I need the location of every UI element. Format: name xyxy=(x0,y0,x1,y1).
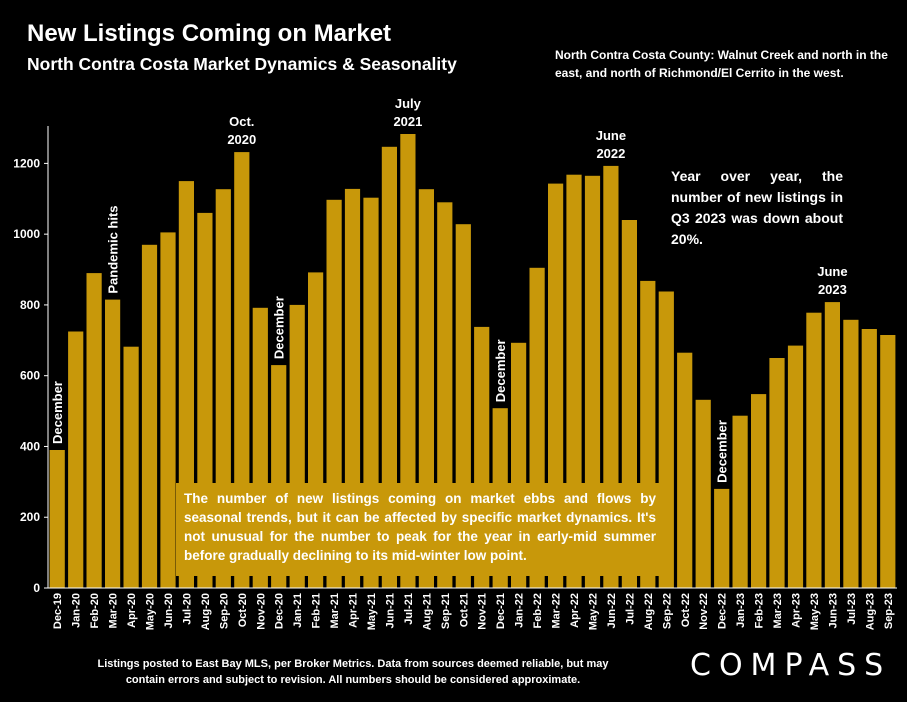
bar xyxy=(769,358,785,588)
x-tick-label: Apr-20 xyxy=(126,593,138,628)
annotation-label: Oct. xyxy=(229,114,254,129)
x-tick-label: Sep-21 xyxy=(440,593,452,629)
x-tick-label: Dec-21 xyxy=(495,593,507,629)
annotation-label: June xyxy=(596,128,626,143)
bar xyxy=(381,146,397,589)
x-tick-label: Apr-22 xyxy=(569,593,581,628)
bar xyxy=(732,415,748,588)
bar xyxy=(751,394,767,588)
bar xyxy=(714,488,730,588)
bar xyxy=(68,331,84,588)
x-tick-label: Nov-21 xyxy=(477,593,489,630)
x-tick-label: Sep-23 xyxy=(883,593,895,629)
annotation-label: 2023 xyxy=(818,282,847,297)
bar xyxy=(123,346,139,588)
x-tick-label: Nov-22 xyxy=(698,593,710,630)
x-tick-label: Jun-21 xyxy=(384,593,396,628)
bar xyxy=(105,299,121,588)
bar xyxy=(695,399,711,588)
x-tick-label: Mar-20 xyxy=(108,593,120,628)
annotation-label: December xyxy=(272,296,287,359)
y-tick-label: 1200 xyxy=(13,156,40,170)
x-tick-label: Aug-23 xyxy=(864,593,876,630)
x-tick-label: Sep-22 xyxy=(661,593,673,629)
x-tick-label: Feb-22 xyxy=(532,593,544,628)
x-tick-label: Feb-21 xyxy=(311,593,323,628)
x-tick-label: Jun-22 xyxy=(606,593,618,628)
x-tick-label: Dec-19 xyxy=(52,593,64,629)
annotation-label: December xyxy=(715,420,730,483)
x-tick-label: Dec-20 xyxy=(274,593,286,629)
bar xyxy=(160,232,176,588)
annotation-label: Pandemic hits xyxy=(106,205,121,293)
x-tick-label: Aug-21 xyxy=(421,593,433,630)
bar xyxy=(49,450,65,588)
x-tick-label: Mar-23 xyxy=(772,593,784,628)
annotation-label: December xyxy=(50,381,65,444)
footer-note: Listings posted to East Bay MLS, per Bro… xyxy=(97,658,609,686)
x-tick-label: May-20 xyxy=(145,593,157,630)
yoy-note: Year over year, the number of new listin… xyxy=(671,168,843,247)
x-tick-label: Mar-22 xyxy=(551,593,563,628)
bar xyxy=(86,273,102,588)
x-tick-label: Feb-23 xyxy=(754,593,766,628)
region-note: North Contra Costa County: Walnut Creek … xyxy=(555,48,888,80)
compass-logo: COMPASS xyxy=(690,648,892,683)
y-tick-label: 600 xyxy=(20,369,40,383)
x-tick-label: Sep-20 xyxy=(218,593,230,629)
bar xyxy=(861,329,877,588)
x-tick-label: May-21 xyxy=(366,593,378,630)
annotation-label: 2020 xyxy=(227,132,256,147)
y-tick-label: 0 xyxy=(33,581,40,595)
chart-subtitle: North Contra Costa Market Dynamics & Sea… xyxy=(27,54,457,74)
y-tick-label: 800 xyxy=(20,298,40,312)
x-tick-label: Mar-21 xyxy=(329,593,341,628)
y-tick-label: 200 xyxy=(20,510,40,524)
x-tick-label: Feb-20 xyxy=(89,593,101,628)
x-tick-label: Apr-21 xyxy=(348,593,360,628)
x-tick-label: Oct-22 xyxy=(680,593,692,627)
bar xyxy=(603,165,619,588)
chart-title: New Listings Coming on Market xyxy=(27,20,392,47)
bar xyxy=(806,312,822,588)
x-tick-label: Jun-23 xyxy=(827,593,839,628)
x-tick-label: Jul-22 xyxy=(624,593,636,625)
x-tick-label: Apr-23 xyxy=(790,593,802,628)
annotation-label: June xyxy=(817,264,847,279)
x-tick-label: Jul-20 xyxy=(181,593,193,625)
x-tick-label: Jul-23 xyxy=(846,593,858,625)
annotation-label: July xyxy=(395,96,422,111)
x-tick-label: Jan-21 xyxy=(292,593,304,628)
y-tick-label: 1000 xyxy=(13,227,40,241)
x-tick-label: May-23 xyxy=(809,593,821,630)
annotation-label: 2021 xyxy=(393,114,422,129)
bar xyxy=(677,352,693,588)
x-tick-label: May-22 xyxy=(587,593,599,630)
bar xyxy=(400,134,416,588)
x-tick-label: Jan-23 xyxy=(735,593,747,628)
x-tick-label: Nov-20 xyxy=(255,593,267,630)
x-tick-label: Oct-20 xyxy=(237,593,249,627)
x-tick-label: Jun-20 xyxy=(163,593,175,628)
bar xyxy=(787,345,804,588)
x-tick-label: Dec-22 xyxy=(717,593,729,629)
x-tick-label: Aug-20 xyxy=(200,593,212,630)
annotation-label: 2022 xyxy=(596,146,625,161)
x-tick-label: Aug-22 xyxy=(643,593,655,630)
bar xyxy=(880,335,896,588)
bar xyxy=(141,244,158,589)
bar xyxy=(234,152,250,588)
x-tick-label: Jan-22 xyxy=(514,593,526,628)
annotation-label: December xyxy=(493,339,508,402)
x-tick-label: Jan-20 xyxy=(71,593,83,628)
bar xyxy=(843,319,859,588)
y-tick-label: 400 xyxy=(20,439,40,453)
x-tick-label: Jul-21 xyxy=(403,593,415,625)
callout-box: The number of new listings coming on mar… xyxy=(176,483,664,576)
x-tick-label: Oct-21 xyxy=(458,593,470,627)
bar xyxy=(824,302,840,588)
